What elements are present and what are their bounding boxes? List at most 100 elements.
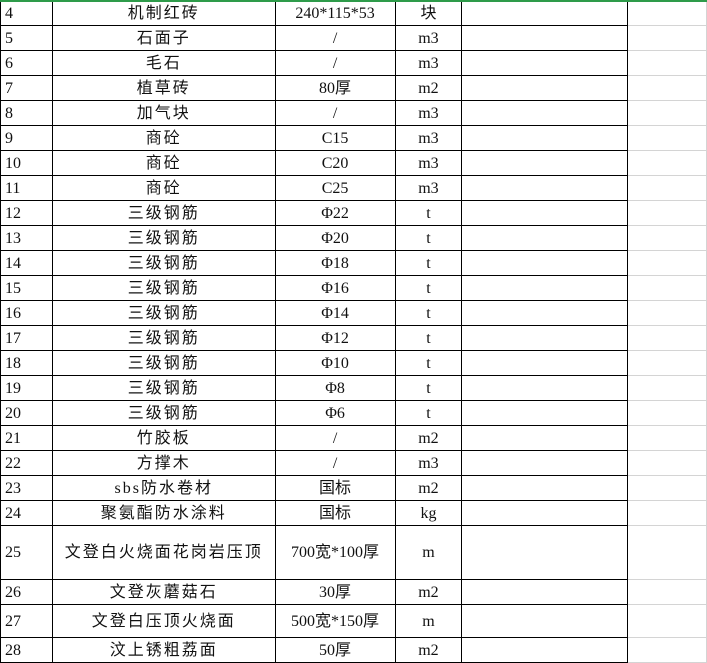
material-name-cell[interactable]: 三级钢筋	[51, 325, 276, 351]
row-number-cell[interactable]: 12	[0, 200, 53, 226]
unit-cell[interactable]: 块	[394, 0, 463, 26]
unit-cell[interactable]: t	[394, 225, 463, 251]
grid-cell[interactable]	[627, 637, 707, 663]
row-number-cell[interactable]: 4	[0, 0, 53, 26]
material-name-cell[interactable]: 三级钢筋	[51, 350, 276, 376]
spec-cell[interactable]: 国标	[274, 500, 396, 526]
grid-cell[interactable]	[627, 250, 707, 276]
empty-cell[interactable]	[461, 150, 629, 176]
material-name-cell[interactable]: 商砼	[51, 150, 276, 176]
empty-cell[interactable]	[461, 400, 629, 426]
unit-cell[interactable]: t	[394, 250, 463, 276]
grid-cell[interactable]	[627, 25, 707, 51]
spec-cell[interactable]: Φ16	[274, 275, 396, 301]
spec-cell[interactable]: 国标	[274, 475, 396, 501]
material-name-cell[interactable]: 三级钢筋	[51, 300, 276, 326]
grid-cell[interactable]	[627, 200, 707, 226]
row-number-cell[interactable]: 26	[0, 579, 53, 605]
material-name-cell[interactable]: 三级钢筋	[51, 200, 276, 226]
spec-cell[interactable]: Φ22	[274, 200, 396, 226]
spec-cell[interactable]: 30厚	[274, 579, 396, 605]
row-number-cell[interactable]: 11	[0, 175, 53, 201]
row-number-cell[interactable]: 8	[0, 100, 53, 126]
empty-cell[interactable]	[461, 250, 629, 276]
unit-cell[interactable]: m3	[394, 50, 463, 76]
grid-cell[interactable]	[627, 475, 707, 501]
spec-cell[interactable]: Φ14	[274, 300, 396, 326]
grid-cell[interactable]	[627, 350, 707, 376]
grid-cell[interactable]	[627, 0, 707, 26]
row-number-cell[interactable]: 16	[0, 300, 53, 326]
grid-cell[interactable]	[627, 425, 707, 451]
empty-cell[interactable]	[461, 300, 629, 326]
empty-cell[interactable]	[461, 0, 629, 26]
material-name-cell[interactable]: 文登白火烧面花岗岩压顶	[51, 525, 276, 580]
grid-cell[interactable]	[627, 604, 707, 638]
spec-cell[interactable]: 240*115*53	[274, 0, 396, 26]
row-number-cell[interactable]: 22	[0, 450, 53, 476]
empty-cell[interactable]	[461, 450, 629, 476]
empty-cell[interactable]	[461, 200, 629, 226]
empty-cell[interactable]	[461, 75, 629, 101]
grid-cell[interactable]	[627, 100, 707, 126]
unit-cell[interactable]: m2	[394, 637, 463, 663]
spec-cell[interactable]: Φ6	[274, 400, 396, 426]
unit-cell[interactable]: m2	[394, 425, 463, 451]
row-number-cell[interactable]: 15	[0, 275, 53, 301]
empty-cell[interactable]	[461, 579, 629, 605]
row-number-cell[interactable]: 7	[0, 75, 53, 101]
material-name-cell[interactable]: 文登白压顶火烧面	[51, 604, 276, 638]
unit-cell[interactable]: t	[394, 400, 463, 426]
empty-cell[interactable]	[461, 275, 629, 301]
row-number-cell[interactable]: 14	[0, 250, 53, 276]
unit-cell[interactable]: t	[394, 375, 463, 401]
unit-cell[interactable]: t	[394, 350, 463, 376]
material-name-cell[interactable]: 三级钢筋	[51, 225, 276, 251]
spec-cell[interactable]: Φ8	[274, 375, 396, 401]
material-name-cell[interactable]: 三级钢筋	[51, 400, 276, 426]
row-number-cell[interactable]: 9	[0, 125, 53, 151]
material-name-cell[interactable]: 三级钢筋	[51, 275, 276, 301]
material-name-cell[interactable]: 商砼	[51, 125, 276, 151]
unit-cell[interactable]: m	[394, 525, 463, 580]
empty-cell[interactable]	[461, 525, 629, 580]
spec-cell[interactable]: /	[274, 450, 396, 476]
grid-cell[interactable]	[627, 450, 707, 476]
grid-cell[interactable]	[627, 175, 707, 201]
empty-cell[interactable]	[461, 25, 629, 51]
unit-cell[interactable]: m2	[394, 475, 463, 501]
grid-cell[interactable]	[627, 300, 707, 326]
spec-cell[interactable]: /	[274, 100, 396, 126]
unit-cell[interactable]: m3	[394, 175, 463, 201]
grid-cell[interactable]	[627, 525, 707, 580]
spec-cell[interactable]: Φ12	[274, 325, 396, 351]
row-number-cell[interactable]: 10	[0, 150, 53, 176]
spec-cell[interactable]: /	[274, 425, 396, 451]
unit-cell[interactable]: m	[394, 604, 463, 638]
material-name-cell[interactable]: 植草砖	[51, 75, 276, 101]
unit-cell[interactable]: m3	[394, 150, 463, 176]
empty-cell[interactable]	[461, 350, 629, 376]
material-name-cell[interactable]: 竹胶板	[51, 425, 276, 451]
empty-cell[interactable]	[461, 175, 629, 201]
unit-cell[interactable]: t	[394, 275, 463, 301]
grid-cell[interactable]	[627, 400, 707, 426]
grid-cell[interactable]	[627, 275, 707, 301]
grid-cell[interactable]	[627, 50, 707, 76]
grid-cell[interactable]	[627, 125, 707, 151]
unit-cell[interactable]: t	[394, 200, 463, 226]
row-number-cell[interactable]: 5	[0, 25, 53, 51]
row-number-cell[interactable]: 13	[0, 225, 53, 251]
row-number-cell[interactable]: 20	[0, 400, 53, 426]
spec-cell[interactable]: /	[274, 50, 396, 76]
material-name-cell[interactable]: 毛石	[51, 50, 276, 76]
spec-cell[interactable]: Φ18	[274, 250, 396, 276]
grid-cell[interactable]	[627, 325, 707, 351]
material-name-cell[interactable]: 汶上锈粗荔面	[51, 637, 276, 663]
grid-cell[interactable]	[627, 579, 707, 605]
unit-cell[interactable]: m3	[394, 125, 463, 151]
row-number-cell[interactable]: 6	[0, 50, 53, 76]
empty-cell[interactable]	[461, 325, 629, 351]
grid-cell[interactable]	[627, 150, 707, 176]
row-number-cell[interactable]: 27	[0, 604, 53, 638]
